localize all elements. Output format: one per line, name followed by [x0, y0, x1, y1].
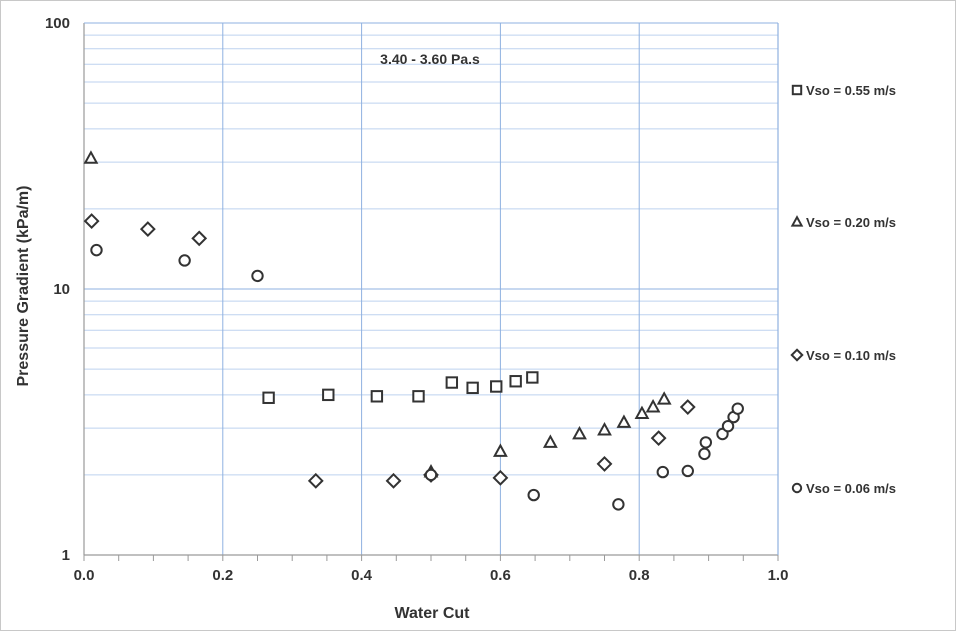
circle-point [656, 465, 669, 479]
diamond-point [83, 213, 100, 230]
x-tick-label: 0.6 [490, 567, 511, 584]
circle-point [681, 464, 694, 478]
square-point [412, 390, 425, 403]
triangle-point [616, 414, 632, 428]
y-tick-label: 100 [45, 15, 70, 32]
diamond-point [596, 456, 613, 472]
diamond-point [650, 430, 667, 447]
circle-point [90, 243, 103, 257]
x-tick-label: 0.0 [74, 567, 95, 584]
square-point [526, 371, 539, 384]
x-tick-label: 0.8 [629, 567, 650, 584]
legend-diamond-icon [790, 348, 804, 362]
legend: Vso = 0.55 m/s Vso = 0.20 m/s Vso = 0.10 m… [790, 83, 896, 496]
tick-labels: 0.0 0.2 0.4 0.6 0.8 1.0 1 10 100 [45, 15, 788, 584]
diamond-point [385, 472, 402, 489]
legend-label: Vso = 0.20 m/s [806, 215, 896, 230]
triangle-point [597, 421, 612, 436]
triangle-point [542, 434, 558, 448]
data-markers [83, 150, 744, 511]
axes [83, 22, 779, 561]
x-tick-label: 0.2 [212, 567, 233, 584]
triangle-point [656, 391, 672, 405]
triangle-point [572, 425, 587, 440]
triangle-point [634, 405, 650, 420]
square-point [466, 381, 479, 395]
diamond-point [307, 472, 324, 489]
legend-triangle-icon [790, 215, 804, 227]
diamond-point [679, 399, 696, 415]
circle-point [698, 447, 711, 461]
x-axis-title: Water Cut [395, 605, 471, 622]
triangle-point [83, 150, 99, 164]
circle-point [527, 488, 540, 502]
y-axis-title: Pressure Gradient (kPa/m) [15, 186, 32, 387]
square-point [370, 390, 384, 403]
circle-point [178, 254, 191, 267]
circle-point [251, 269, 264, 283]
triangle-point [645, 398, 661, 413]
legend-circle-icon [791, 482, 803, 494]
y-tick-label: 1 [62, 547, 70, 564]
diamond-point [139, 221, 156, 237]
triangle-point [492, 443, 508, 457]
circle-point [731, 402, 744, 415]
diamond-point [191, 230, 208, 247]
diamond-point [492, 469, 509, 486]
square-point [322, 388, 335, 402]
x-tick-label: 0.4 [351, 567, 373, 584]
legend-label: Vso = 0.55 m/s [806, 83, 896, 98]
x-tick-label: 1.0 [768, 567, 789, 584]
square-point [509, 375, 522, 388]
circle-point [721, 419, 735, 433]
circle-point [424, 468, 438, 482]
legend-label: Vso = 0.10 m/s [806, 348, 896, 363]
viscosity-annotation: 3.40 - 3.60 Pa.s [380, 51, 480, 67]
legend-square-icon [791, 84, 803, 96]
square-point [262, 391, 275, 404]
legend-label: Vso = 0.06 m/s [806, 481, 896, 496]
square-point [490, 380, 503, 393]
circle-point [612, 498, 625, 511]
y-tick-label: 10 [53, 281, 70, 298]
circle-point [699, 436, 713, 449]
square-point [445, 376, 459, 389]
